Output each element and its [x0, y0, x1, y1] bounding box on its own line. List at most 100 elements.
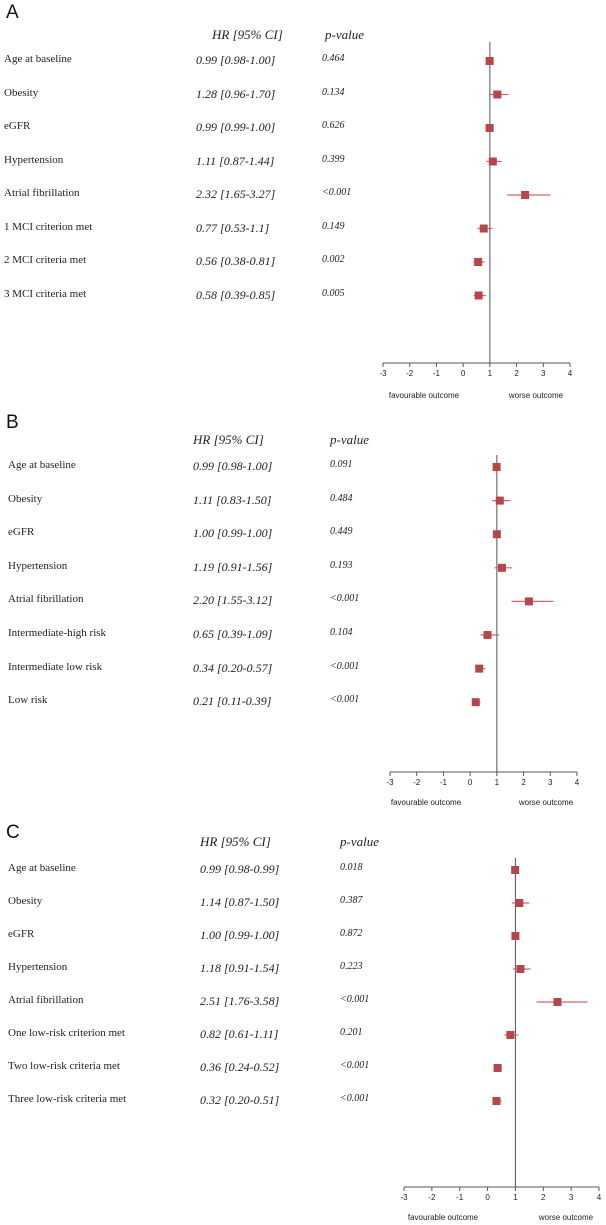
hr-estimate: 0.99 [0.98-1.00] [193, 459, 273, 473]
row-label: Obesity [8, 492, 43, 505]
x-tick-label: 4 [597, 1193, 602, 1202]
x-tick-label: -2 [406, 369, 414, 378]
hr-estimate: 0.56 [0.38-0.81] [196, 254, 276, 268]
panel-letter: B [6, 412, 19, 433]
hr-estimate: 0.36 [0.24-0.52] [200, 1060, 280, 1074]
hr-marker [492, 463, 501, 471]
forest-plot-area: -3 -2 -1 0 1 2 3 4 favourable outcome worse outco… [386, 455, 580, 807]
row-label: Age at baseline [8, 862, 76, 874]
hr-marker [515, 899, 524, 907]
row-label: Low risk [8, 694, 48, 707]
p-value: <0.001 [340, 1093, 370, 1104]
hr-estimate: 0.34 [0.20-0.57] [193, 660, 273, 675]
forest-plot-area: -3 -2 -1 0 1 2 3 4 favourable outcome worse outco… [379, 42, 573, 400]
x-tick-label: 4 [575, 778, 580, 787]
row-label: Intermediate low risk [8, 660, 103, 673]
x-tick-label: 2 [521, 778, 526, 787]
row-label: Hypertension [8, 961, 68, 973]
hr-column-header: HR [95% CI] [200, 834, 271, 849]
x-tick-label: -1 [433, 369, 441, 378]
row-label: eGFR [8, 928, 35, 940]
row-label: Hypertension [8, 559, 68, 572]
pvalue-column-header: p-value [330, 432, 369, 447]
hr-column-header: HR [95% CI] [212, 27, 283, 42]
x-tick-label: -1 [456, 1193, 464, 1202]
row-label: eGFR [8, 526, 35, 539]
hr-marker [474, 258, 483, 266]
p-value: <0.001 [340, 994, 370, 1005]
pvalue-column-header: p-value [340, 834, 379, 849]
hr-estimate: 1.18 [0.91-1.54] [200, 961, 280, 975]
p-value: <0.001 [340, 1060, 370, 1071]
p-value: 0.484 [330, 492, 353, 504]
p-value: <0.001 [330, 660, 360, 672]
x-tick-label: 1 [513, 1193, 518, 1202]
hr-marker [553, 998, 562, 1006]
hr-marker [497, 563, 506, 572]
hr-estimate: 0.58 [0.39-0.85] [196, 287, 276, 302]
hr-estimate: 2.32 [1.65-3.27] [196, 187, 276, 201]
forest-panel-b: B HR [95% CI] p-value -3 -2 -1 0 1 2 3 4 favoura… [0, 410, 606, 820]
x-tick-label: 0 [461, 369, 466, 378]
pvalue-column-header: p-value [325, 27, 364, 42]
row-label: Atrial fibrillation [4, 187, 80, 199]
x-tick-label: -3 [400, 1193, 408, 1202]
x-label-favourable: favourable outcome [389, 391, 460, 400]
p-value: 0.002 [322, 254, 345, 265]
p-value: 0.626 [322, 120, 345, 131]
x-tick-label: 3 [541, 369, 546, 378]
row-label: Atrial fibrillation [8, 994, 84, 1006]
x-label-favourable: favourable outcome [391, 798, 462, 807]
hr-marker [485, 57, 494, 65]
hr-marker [506, 1031, 515, 1039]
row-label: 2 MCI criteria met [4, 254, 87, 266]
x-label-worse: worse outcome [508, 391, 564, 400]
x-tick-label: 1 [488, 369, 493, 378]
p-value: 0.091 [330, 459, 353, 470]
hr-marker [492, 530, 501, 539]
hr-estimate: 1.11 [0.83-1.50] [193, 492, 272, 507]
x-label-worse: worse outcome [518, 798, 574, 807]
row-label: Intermediate-high risk [8, 627, 107, 639]
hr-marker [524, 597, 533, 606]
hr-estimate: 1.14 [0.87-1.50] [200, 895, 280, 909]
hr-column-header: HR [95% CI] [193, 432, 264, 447]
hr-marker [485, 124, 494, 132]
row-label: 3 MCI criteria met [4, 287, 87, 300]
p-value: 0.149 [322, 220, 345, 232]
x-tick-label: 1 [495, 778, 500, 787]
row-label: Hypertension [4, 153, 64, 166]
x-tick-label: -2 [428, 1193, 436, 1202]
row-label: Three low-risk criteria met [8, 1093, 127, 1105]
p-value: 0.223 [340, 961, 363, 972]
hr-marker [493, 90, 502, 99]
p-value: 0.005 [322, 287, 345, 299]
p-value: 0.193 [330, 559, 353, 571]
p-value: 0.018 [340, 862, 363, 873]
hr-estimate: 0.99 [0.98-1.00] [196, 53, 276, 67]
row-label: 1 MCI criterion met [4, 220, 93, 233]
x-label-favourable: favourable outcome [408, 1213, 479, 1222]
x-tick-label: -2 [413, 778, 421, 787]
row-label: Two low-risk criteria met [8, 1060, 120, 1072]
row-label: Atrial fibrillation [8, 593, 84, 606]
hr-estimate: 0.82 [0.61-1.11] [200, 1027, 279, 1041]
hr-estimate: 0.99 [0.99-1.00] [196, 120, 276, 134]
x-tick-label: 2 [541, 1193, 546, 1202]
x-tick-label: -3 [379, 369, 387, 378]
x-tick-label: 3 [548, 778, 553, 787]
hr-estimate: 0.32 [0.20-0.51] [200, 1093, 280, 1107]
hr-marker [516, 965, 525, 973]
x-tick-label: 0 [485, 1193, 490, 1202]
row-label: Obesity [8, 895, 43, 907]
row-label: eGFR [4, 120, 31, 132]
x-label-worse: worse outcome [538, 1213, 594, 1222]
forest-panel-a: A HR [95% CI] p-value -3 -2 -1 0 1 2 3 4 favoura… [0, 0, 606, 410]
p-value: <0.001 [330, 593, 360, 605]
hr-marker [521, 191, 530, 199]
row-label: Obesity [4, 86, 39, 99]
hr-estimate: 1.19 [0.91-1.56] [193, 559, 273, 574]
hr-marker [488, 157, 497, 166]
p-value: <0.001 [322, 187, 352, 198]
panel-letter: A [6, 2, 19, 23]
